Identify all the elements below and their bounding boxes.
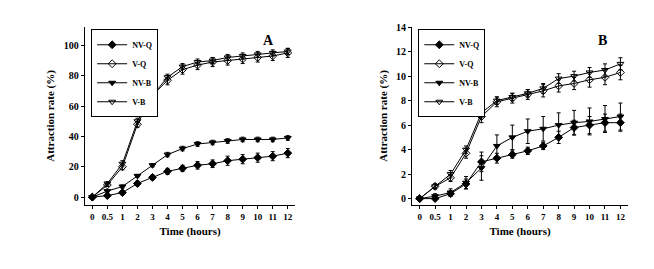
svg-text:NV-Q: NV-Q — [459, 41, 479, 50]
svg-text:6: 6 — [401, 120, 406, 131]
svg-text:7: 7 — [210, 212, 215, 222]
svg-text:Attraction rate (%): Attraction rate (%) — [44, 70, 57, 162]
svg-text:V-B: V-B — [459, 98, 473, 107]
svg-text:B: B — [598, 33, 607, 48]
svg-text:NV-B: NV-B — [459, 79, 479, 88]
svg-text:6: 6 — [195, 212, 200, 222]
svg-text:60: 60 — [69, 101, 79, 112]
svg-text:0.5: 0.5 — [429, 212, 441, 222]
svg-text:A: A — [263, 33, 274, 48]
svg-text:2: 2 — [401, 169, 406, 180]
svg-text:Time (hours): Time (hours) — [489, 225, 551, 238]
svg-text:11: 11 — [268, 212, 277, 222]
svg-text:5: 5 — [180, 212, 185, 222]
svg-text:1: 1 — [448, 212, 453, 222]
svg-text:12: 12 — [616, 212, 626, 222]
svg-text:10: 10 — [253, 212, 263, 222]
svg-text:NV-Q: NV-Q — [132, 41, 152, 50]
svg-text:9: 9 — [240, 212, 245, 222]
svg-text:2: 2 — [464, 212, 469, 222]
svg-text:V-Q: V-Q — [132, 60, 146, 69]
svg-text:4: 4 — [401, 144, 406, 155]
svg-text:40: 40 — [69, 131, 79, 142]
svg-text:0: 0 — [417, 212, 422, 222]
svg-text:8: 8 — [225, 212, 230, 222]
svg-text:12: 12 — [396, 46, 406, 57]
svg-text:11: 11 — [601, 212, 610, 222]
svg-text:7: 7 — [541, 212, 546, 222]
svg-text:14: 14 — [396, 22, 406, 33]
svg-text:8: 8 — [556, 212, 561, 222]
svg-text:4: 4 — [165, 212, 170, 222]
svg-text:Time (hours): Time (hours) — [159, 225, 221, 238]
svg-text:10: 10 — [585, 212, 595, 222]
svg-text:0: 0 — [74, 192, 79, 203]
svg-text:12: 12 — [283, 212, 293, 222]
svg-text:0: 0 — [90, 212, 95, 222]
svg-text:NV-B: NV-B — [132, 79, 152, 88]
svg-text:80: 80 — [69, 70, 79, 81]
svg-text:3: 3 — [150, 212, 155, 222]
svg-text:4: 4 — [495, 212, 500, 222]
svg-text:5: 5 — [510, 212, 515, 222]
svg-text:V-Q: V-Q — [459, 60, 473, 69]
svg-text:V-B: V-B — [132, 98, 146, 107]
svg-text:8: 8 — [401, 95, 406, 106]
svg-text:6: 6 — [526, 212, 531, 222]
svg-text:Attraction rate (%): Attraction rate (%) — [377, 70, 390, 162]
svg-text:10: 10 — [396, 71, 406, 82]
svg-text:20: 20 — [69, 161, 79, 172]
svg-text:0.5: 0.5 — [102, 212, 114, 222]
svg-text:0: 0 — [401, 193, 406, 204]
svg-text:2: 2 — [135, 212, 140, 222]
svg-text:100: 100 — [64, 40, 79, 51]
svg-text:9: 9 — [572, 212, 577, 222]
svg-text:1: 1 — [120, 212, 125, 222]
svg-text:3: 3 — [479, 212, 484, 222]
